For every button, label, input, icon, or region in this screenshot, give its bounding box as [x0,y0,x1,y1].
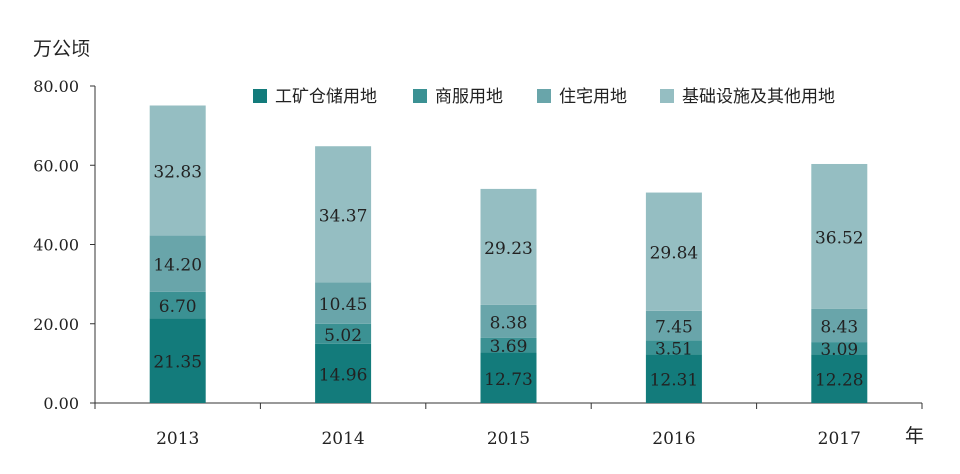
legend-swatch [660,89,674,103]
bar-segment [480,352,537,403]
data-label: 7.45 [655,318,693,338]
legend-label: 住宅用地 [559,87,627,107]
legend-swatch [413,89,427,103]
legend: 工矿仓储用地 商服用地 住宅用地 基础设施及其他用地 [253,87,835,107]
bar-segment [149,105,206,236]
y-tick-label: 20.00 [33,315,79,334]
bar-segment [480,337,537,353]
data-label: 14.20 [153,256,202,276]
y-axis-label: 万公顷 [33,38,90,60]
bar-segment [315,323,372,344]
data-label: 36.52 [815,228,864,248]
data-label: 3.69 [490,337,528,357]
bar-segment [645,310,702,341]
data-label: 12.31 [650,371,699,391]
data-label: 21.35 [153,353,202,373]
data-label: 29.23 [484,239,533,259]
data-label: 32.83 [153,163,202,183]
y-tick-label: 0.00 [43,394,79,413]
bar-segment [645,340,702,355]
x-tick-label: 2017 [818,429,861,449]
x-tick-label: 2013 [156,429,199,449]
legend-swatch [253,89,267,103]
bar-segment [149,291,206,319]
data-label: 8.38 [490,313,528,333]
y-tick-label: 60.00 [33,156,79,175]
legend-label: 基础设施及其他用地 [682,87,835,107]
data-label: 29.84 [650,244,699,264]
x-tick-label: 2015 [487,429,530,449]
data-label: 5.02 [324,326,362,346]
bar-segment [811,342,868,355]
bar-segment [811,308,868,343]
bar-segment [645,192,702,311]
data-label: 10.45 [319,295,368,315]
bar-segment [811,163,868,309]
y-tick-label: 80.00 [33,77,79,96]
bar-segment [149,318,206,403]
data-label: 12.73 [484,370,533,390]
data-label: 14.96 [319,365,368,385]
legend-label: 工矿仓储用地 [275,87,377,107]
data-label: 8.43 [820,317,858,337]
data-label: 12.28 [815,371,864,391]
bars: 21.35 6.70 14.20 32.83 14.96 5.02 10.45 34.37 12… [149,105,868,403]
data-label: 34.37 [319,206,368,226]
bar-segment [315,146,372,283]
bar-segment [480,188,537,305]
bar-segment [149,235,206,292]
y-tick-label: 40.00 [33,236,79,255]
bar-segment [480,304,537,338]
bar-segment [315,343,372,403]
legend-label: 商服用地 [435,87,503,107]
axes: 0.00 20.00 40.00 60.00 80.00 2013 2014 2015 2016… [33,77,923,449]
bar-segment [811,354,868,403]
bar-segment [315,282,372,324]
x-tick-label: 2016 [652,429,695,449]
data-label: 3.51 [655,339,693,359]
x-axis-label: 年 [905,425,924,447]
data-label: 3.09 [820,340,858,360]
bar-segment [645,354,702,403]
data-label: 6.70 [159,297,197,317]
legend-swatch [537,89,551,103]
x-tick-label: 2014 [321,429,364,449]
